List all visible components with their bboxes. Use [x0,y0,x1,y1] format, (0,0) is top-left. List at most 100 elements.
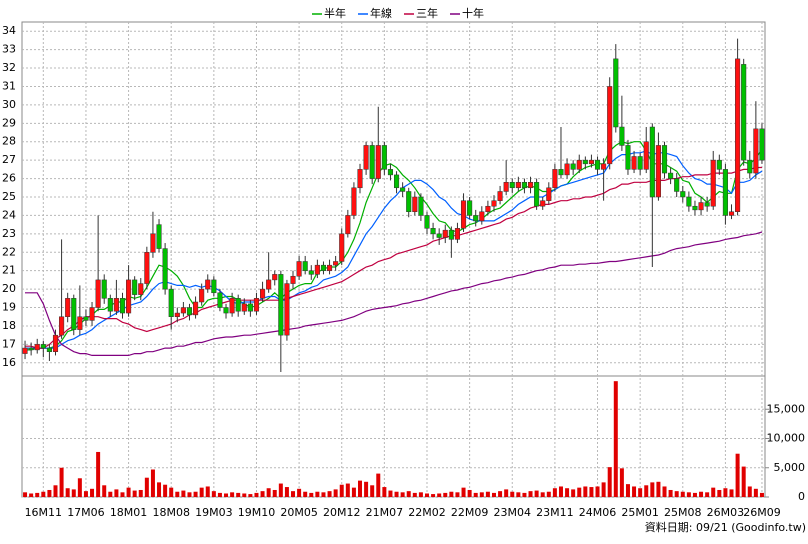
candle-body [381,145,387,170]
volume-bar [108,491,113,497]
volume-bar [169,487,174,497]
candle-body [357,169,363,189]
candle-body [442,229,448,238]
volume-bar [741,466,746,497]
candle-body [527,182,534,189]
y-tick-label: 34 [2,24,16,37]
candle-body [211,279,217,294]
volume-bar [485,491,490,497]
candle-body [649,126,655,198]
candle-body [302,261,308,271]
candle-body [320,264,327,271]
volume-bar [47,489,52,497]
volume-bar [491,492,496,497]
volume-bar [540,492,545,497]
x-tick-label: 18M01 [110,506,148,519]
candle-body [174,312,180,317]
x-tick-label: 23M11 [536,506,574,519]
candle-body [205,279,211,290]
volume-bar [224,493,229,497]
candle-body [199,288,205,303]
candle-body [308,270,314,275]
candle-body [747,159,753,174]
candle-body [241,303,247,312]
candle-body [393,174,400,189]
candle-body [95,279,101,308]
candle-body [150,233,156,253]
candle-body [582,159,588,165]
volume-bar [699,491,704,497]
y-tick-label: 31 [2,79,16,92]
legend-label: 十年 [462,6,484,20]
candle-body [345,215,351,235]
candle-body [735,58,741,212]
candle-body [460,200,467,229]
volume-bar [662,486,667,497]
legend-label: 年線 [370,6,392,20]
candle-body [637,156,643,170]
candle-body [363,145,369,170]
candle-body [156,224,162,249]
y2-tick-label: 0 [798,490,805,503]
volume-bar [29,493,34,497]
candle-body [588,159,594,165]
ma-line [25,150,763,349]
candle-body [680,191,686,198]
candle-body [217,292,223,308]
volume-bar [132,490,137,497]
volume-bar [157,482,162,497]
volume-bar [297,488,302,497]
candle-body [552,169,558,189]
candle-body [89,307,95,321]
y-tick-label: 28 [2,135,16,148]
candle-body [704,202,710,207]
volume-bar [205,486,210,497]
candle-body [619,126,625,146]
volume-bar [656,481,661,497]
candle-body [260,288,266,299]
candle-body [668,172,674,179]
volume-bar [473,492,478,497]
volume-bar [345,483,350,497]
candle-body [34,344,40,351]
volume-bar [23,492,28,497]
volume-bar [406,491,411,497]
candle-body [485,205,491,212]
candle-body [503,182,509,192]
volume-bar [236,492,241,497]
volume-bar [138,489,143,497]
x-tick-label: 21M07 [366,506,404,519]
volume-bar [680,491,685,497]
candle-body [564,163,570,176]
y-tick-label: 30 [2,98,16,111]
candle-body [144,252,150,284]
candle-body [59,316,65,336]
candle-body [168,288,174,317]
volume-bar [96,451,101,497]
x-tick-label: 24M06 [579,506,617,519]
candle-body [728,211,735,216]
volume-bar [339,484,344,497]
volume-bar [315,491,320,497]
volume-bar [242,493,247,497]
candle-body [333,261,339,266]
volume-bar [759,492,764,497]
x-tick-label: 20M12 [323,506,361,519]
volume-bar [528,491,533,497]
volume-bar [455,492,460,497]
y-tick-label: 22 [2,245,16,258]
y-tick-label: 26 [2,172,16,185]
candle-body [521,182,527,189]
volume-bar [753,488,758,497]
candle-body [327,264,333,271]
candle-body [631,156,637,170]
volume-bar [163,484,168,497]
volume-bar [461,487,466,497]
candle-body [430,228,436,235]
x-tick-label: 20M05 [280,506,318,519]
volume-bar [735,453,740,497]
x-tick-label: 26M09 [743,506,781,519]
volume-bar [126,487,131,497]
candle-body [546,187,552,201]
